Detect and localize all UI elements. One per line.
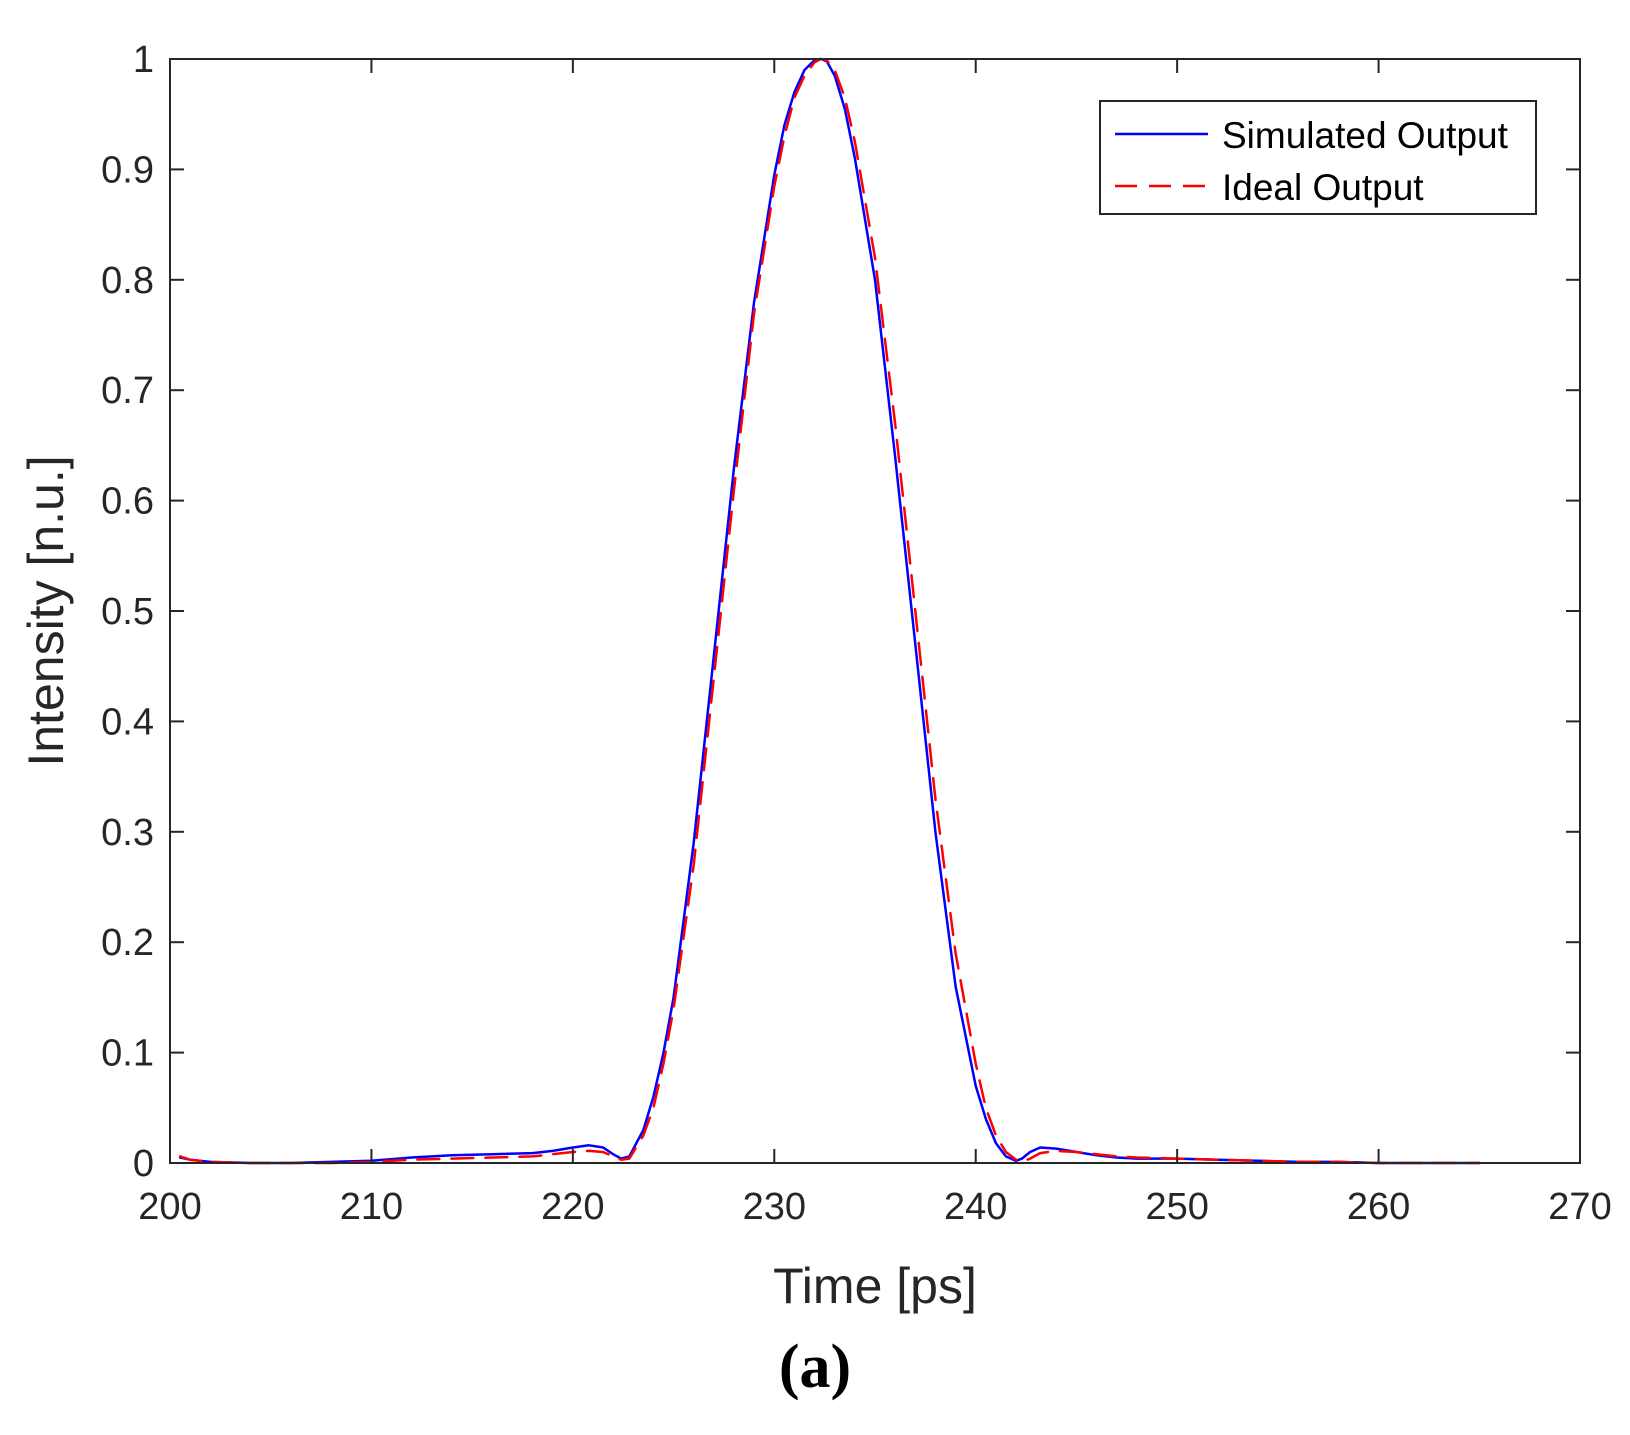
x-tick-label: 220 <box>541 1186 604 1228</box>
y-axis-title: Intensity [n.u.] <box>18 455 74 766</box>
x-tick-label: 240 <box>944 1186 1007 1228</box>
x-tick-label: 200 <box>138 1186 201 1228</box>
y-tick-label: 0.9 <box>101 149 154 191</box>
x-axis-title: Time [ps] <box>773 1258 977 1314</box>
x-tick-label: 270 <box>1548 1186 1611 1228</box>
y-tick-label: 1 <box>133 39 154 81</box>
y-tick-labels: 0 0.1 0.2 0.3 0.4 0.5 0.6 0.7 0.8 0.9 1 <box>101 39 154 1185</box>
x-tick-label: 230 <box>743 1186 806 1228</box>
y-tick-label: 0.2 <box>101 922 154 964</box>
legend-label-ideal-output: Ideal Output <box>1222 167 1424 208</box>
panel-label: (a) <box>778 1333 852 1401</box>
y-tick-label: 0.4 <box>101 701 154 743</box>
y-tick-label: 0.3 <box>101 812 154 854</box>
plot-area <box>170 59 1580 1163</box>
plot-frame <box>169 58 1581 1164</box>
x-tick-labels: 200 210 220 230 240 250 260 270 <box>138 1186 1611 1228</box>
x-tick-label: 210 <box>340 1186 403 1228</box>
y-tick-label: 0.7 <box>101 370 154 412</box>
legend-label-simulated-output: Simulated Output <box>1222 115 1509 156</box>
y-tick-label: 0.5 <box>101 591 154 633</box>
x-tick-label: 260 <box>1347 1186 1410 1228</box>
series-line-ideal-output <box>178 57 1481 1165</box>
y-tick-label: 0 <box>133 1143 154 1185</box>
y-tick-label: 0.8 <box>101 260 154 302</box>
legend-box <box>1099 100 1537 215</box>
legend: Simulated Output Ideal Output <box>1099 100 1537 215</box>
y-tick-label: 0.1 <box>101 1033 154 1075</box>
y-tick-label: 0.6 <box>101 481 154 523</box>
line-chart: 200 210 220 230 240 250 260 270 0 0.1 0.2 0.3 0.4 0.… <box>18 39 1612 1314</box>
x-tick-label: 250 <box>1145 1186 1208 1228</box>
